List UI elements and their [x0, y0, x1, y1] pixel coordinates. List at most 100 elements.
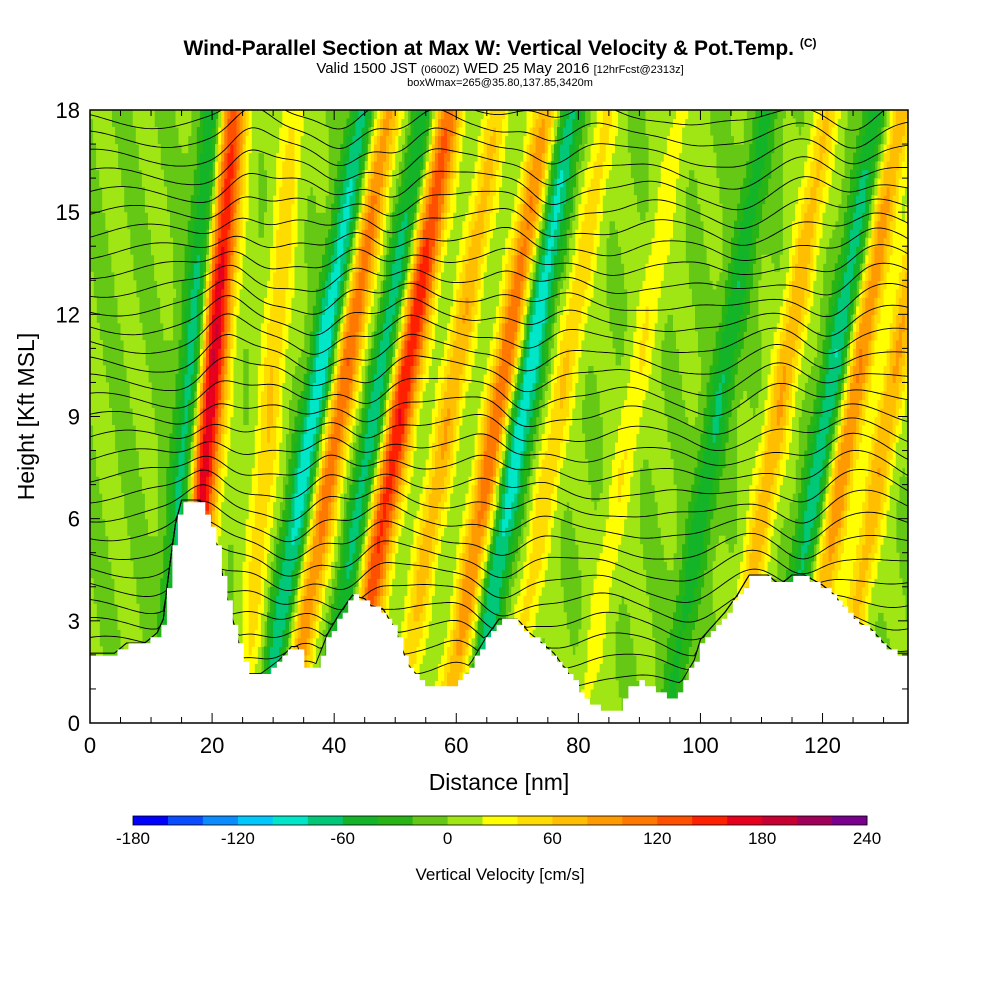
velocity-cell	[218, 246, 222, 256]
velocity-cell	[218, 467, 222, 477]
velocity-cell	[245, 654, 250, 664]
velocity-cell	[135, 425, 140, 435]
velocity-cell	[138, 399, 143, 409]
velocity-cell	[135, 297, 140, 307]
velocity-cell	[151, 484, 155, 494]
velocity-cell	[218, 280, 222, 290]
velocity-cell	[120, 331, 125, 341]
velocity-cell	[117, 186, 122, 196]
velocity-cell	[196, 493, 201, 503]
velocity-cell	[224, 535, 228, 545]
velocity-cell	[343, 263, 347, 273]
velocity-cell	[99, 416, 103, 426]
velocity-cell	[227, 178, 232, 188]
velocity-cell	[206, 288, 210, 298]
velocity-cell	[233, 408, 238, 418]
velocity-cell	[148, 476, 152, 486]
velocity-cell	[114, 203, 119, 213]
velocity-cell	[126, 373, 131, 383]
velocity-cell	[236, 212, 241, 222]
velocity-cell	[138, 135, 143, 145]
velocity-cell	[236, 459, 241, 469]
velocity-cell	[233, 254, 238, 264]
velocity-cell	[242, 654, 247, 664]
velocity-cell	[218, 518, 222, 528]
velocity-cell	[123, 331, 128, 341]
velocity-cell	[218, 459, 222, 469]
velocity-cell	[242, 433, 247, 443]
velocity-cell	[102, 178, 106, 188]
velocity-cell	[187, 356, 192, 366]
velocity-cell	[141, 373, 146, 383]
velocity-cell	[178, 416, 183, 426]
velocity-cell	[187, 493, 192, 503]
velocity-cell	[138, 322, 143, 332]
velocity-cell	[218, 297, 222, 307]
velocity-cell	[325, 127, 329, 137]
velocity-cell	[111, 263, 116, 273]
velocity-cell	[175, 442, 180, 452]
velocity-cell	[148, 391, 152, 401]
velocity-cell	[245, 612, 250, 622]
velocity-cell	[129, 391, 134, 401]
velocity-cell	[120, 212, 125, 222]
velocity-cell	[93, 442, 97, 452]
velocity-cell	[126, 288, 131, 298]
velocity-cell	[227, 339, 232, 349]
velocity-cell	[193, 169, 198, 179]
velocity-cell	[138, 161, 143, 171]
velocity-cell	[212, 314, 216, 324]
velocity-cell	[236, 620, 241, 630]
velocity-cell	[215, 493, 219, 503]
velocity-cell	[224, 331, 228, 341]
velocity-cell	[221, 161, 225, 171]
velocity-cell	[221, 246, 225, 256]
velocity-cell	[111, 544, 116, 554]
velocity-cell	[123, 254, 128, 264]
velocity-cell	[193, 322, 198, 332]
velocity-cell	[242, 297, 247, 307]
velocity-cell	[242, 603, 247, 613]
velocity-cell	[132, 297, 137, 307]
velocity-cell	[193, 220, 198, 230]
velocity-cell	[99, 467, 103, 477]
velocity-cell	[236, 110, 241, 120]
velocity-cell	[120, 493, 125, 503]
velocity-cell	[148, 493, 152, 503]
velocity-cell	[166, 280, 170, 290]
velocity-cell	[224, 484, 228, 494]
velocity-cell	[233, 161, 238, 171]
velocity-cell	[236, 399, 241, 409]
velocity-cell	[239, 535, 244, 545]
velocity-cell	[148, 408, 152, 418]
velocity-cell	[328, 578, 332, 588]
velocity-cell	[111, 178, 116, 188]
velocity-cell	[212, 237, 216, 247]
velocity-cell	[160, 178, 164, 188]
velocity-cell	[206, 195, 210, 205]
velocity-cell	[181, 331, 186, 341]
velocity-cell	[166, 314, 170, 324]
velocity-cell	[206, 348, 210, 358]
velocity-cell	[111, 510, 116, 520]
velocity-cell	[236, 484, 241, 494]
velocity-cell	[157, 152, 161, 162]
velocity-cell	[138, 127, 143, 137]
velocity-cell	[120, 552, 125, 562]
velocity-cell	[132, 373, 137, 383]
velocity-cell	[233, 569, 238, 579]
velocity-cell	[96, 391, 100, 401]
velocity-cell	[117, 288, 122, 298]
velocity-cell	[184, 110, 189, 120]
velocity-cell	[96, 467, 100, 477]
velocity-cell	[187, 433, 192, 443]
velocity-cell	[90, 578, 94, 588]
velocity-cell	[166, 322, 170, 332]
velocity-cell	[99, 399, 103, 409]
velocity-cell	[175, 118, 180, 128]
velocity-cell	[224, 110, 228, 120]
velocity-cell	[242, 629, 247, 639]
velocity-cell	[187, 297, 192, 307]
velocity-cell	[160, 603, 164, 613]
velocity-cell	[202, 450, 207, 460]
